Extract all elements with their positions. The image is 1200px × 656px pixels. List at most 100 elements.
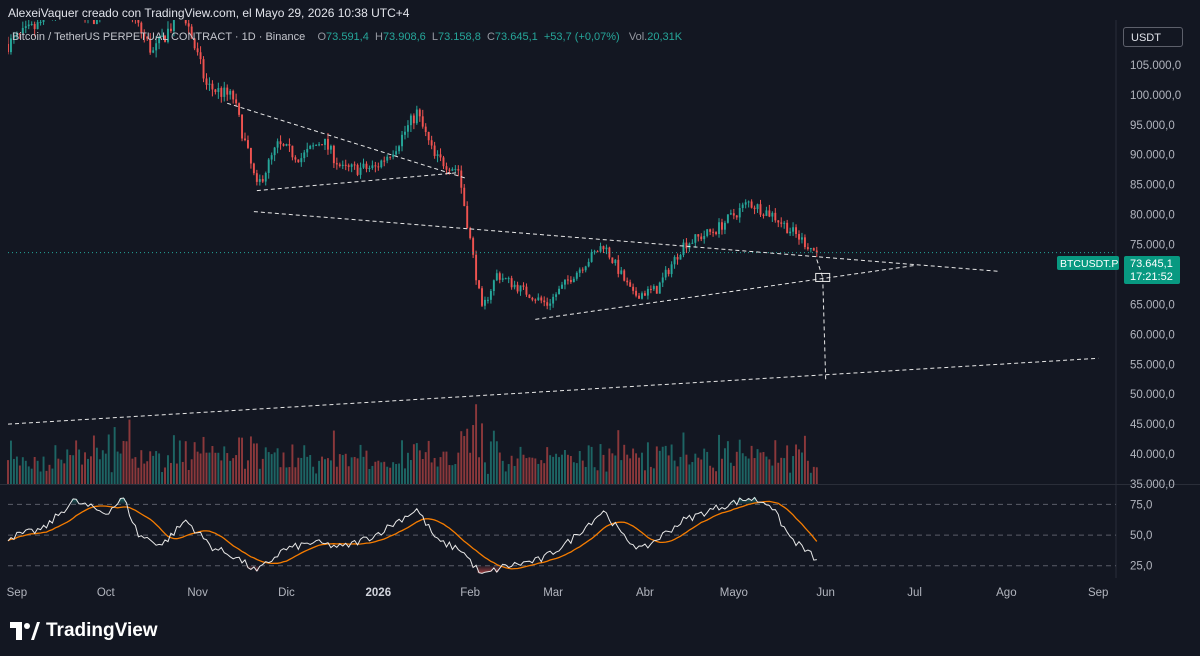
volume-bar [362,456,365,484]
close-value: 73.645,1 [494,31,538,43]
volume-bar [205,452,208,484]
volume-bar [661,446,664,484]
candle-body [69,0,71,6]
volume-bar [217,452,220,484]
volume-bar [735,451,738,484]
candle-body [661,277,664,283]
candle-body [377,166,380,168]
volume-bar [208,452,211,484]
volume-bar [513,465,516,484]
candle-body [229,90,232,95]
volume-bar [682,432,685,484]
candle-body [247,140,249,148]
candle-body [590,252,593,262]
volume-bar [433,457,436,484]
volume-bar [220,460,223,484]
volume-bar [664,445,667,484]
candle-body [158,36,161,44]
candle-body [795,227,798,235]
volume-bar [655,446,658,484]
volume-bar [211,446,214,484]
volume-bar [472,425,475,484]
candle-body [635,290,638,296]
volume-bar [383,461,386,484]
volume-bar [626,454,629,484]
trendline [822,277,827,380]
candle-body [291,145,294,158]
candle-body [735,215,738,218]
candle-body [780,222,783,224]
candle-body [332,145,335,164]
volume-bar [439,457,442,484]
volume-bar [318,460,321,484]
volume-bar [95,447,98,484]
volume-bar [528,457,531,484]
chart-attribution: AlexeiVaquer creado con TradingView.com,… [8,6,410,20]
candle-body [362,163,365,168]
volume-bar [155,451,158,484]
candle-body [771,212,774,217]
candle-body [451,169,454,171]
candle-body [235,99,238,104]
open-label: O [317,31,327,43]
rsi-level-label: 25,0 [1130,561,1152,573]
candle-body [729,213,732,215]
volume-bar [297,457,300,484]
candle-body [709,229,712,232]
volume-bar [329,460,332,484]
candle-body [15,33,18,37]
volume-bar [762,452,765,484]
trendline [256,172,459,192]
candle-body [415,109,418,124]
volume-bar [312,466,315,484]
candle-body [217,88,220,92]
candle-body [803,237,806,248]
candle-body [786,222,789,234]
volume-bar [309,455,312,484]
symbol-description[interactable]: Bitcoin / TetherUS PERPETUAL CONTRACT · … [12,31,306,43]
candle-body [700,236,703,240]
volume-bar [646,442,649,484]
volume-bar [463,436,466,484]
volume-bar [267,452,270,484]
candle-body [528,294,531,298]
low-value: 73.158,8 [438,31,481,43]
tradingview-logo[interactable]: TradingView [10,620,158,642]
candle-body [252,163,255,174]
volume-bar [78,449,81,484]
x-axis-tick-label: 2026 [366,587,392,599]
volume-bar [300,457,303,484]
volume-bar [149,451,152,484]
volume-bar [593,467,596,484]
volume-bar [146,461,149,484]
trendline [535,264,915,320]
candle-body [187,23,190,27]
volume-bar [178,440,181,484]
candle-body [226,87,229,95]
candle-body [211,83,214,90]
candle-body [673,257,676,265]
volume-bar [175,463,178,484]
candle-body [620,270,623,274]
currency-button[interactable]: USDT [1123,27,1183,47]
candle-body [531,297,534,300]
candle-body [747,201,750,203]
volume-bar [709,465,712,484]
volume-bar [264,447,267,484]
volume-bar [667,455,670,484]
candle-body [137,20,140,23]
volume-bar [241,437,244,484]
candle-body [279,141,282,145]
candle-body [146,36,149,39]
y-axis-tick-label: 95.000,0 [1130,120,1175,132]
volume-bar [803,435,806,484]
volume-bar [92,435,95,484]
x-axis-tick-label: Sep [7,587,27,599]
volume-bar [436,466,439,484]
change-value: +53,7 (+0,07%) [543,31,620,43]
candle-body [241,114,244,139]
volume-bar [469,452,472,484]
candle-body [549,303,552,306]
volume-bar [721,458,723,484]
